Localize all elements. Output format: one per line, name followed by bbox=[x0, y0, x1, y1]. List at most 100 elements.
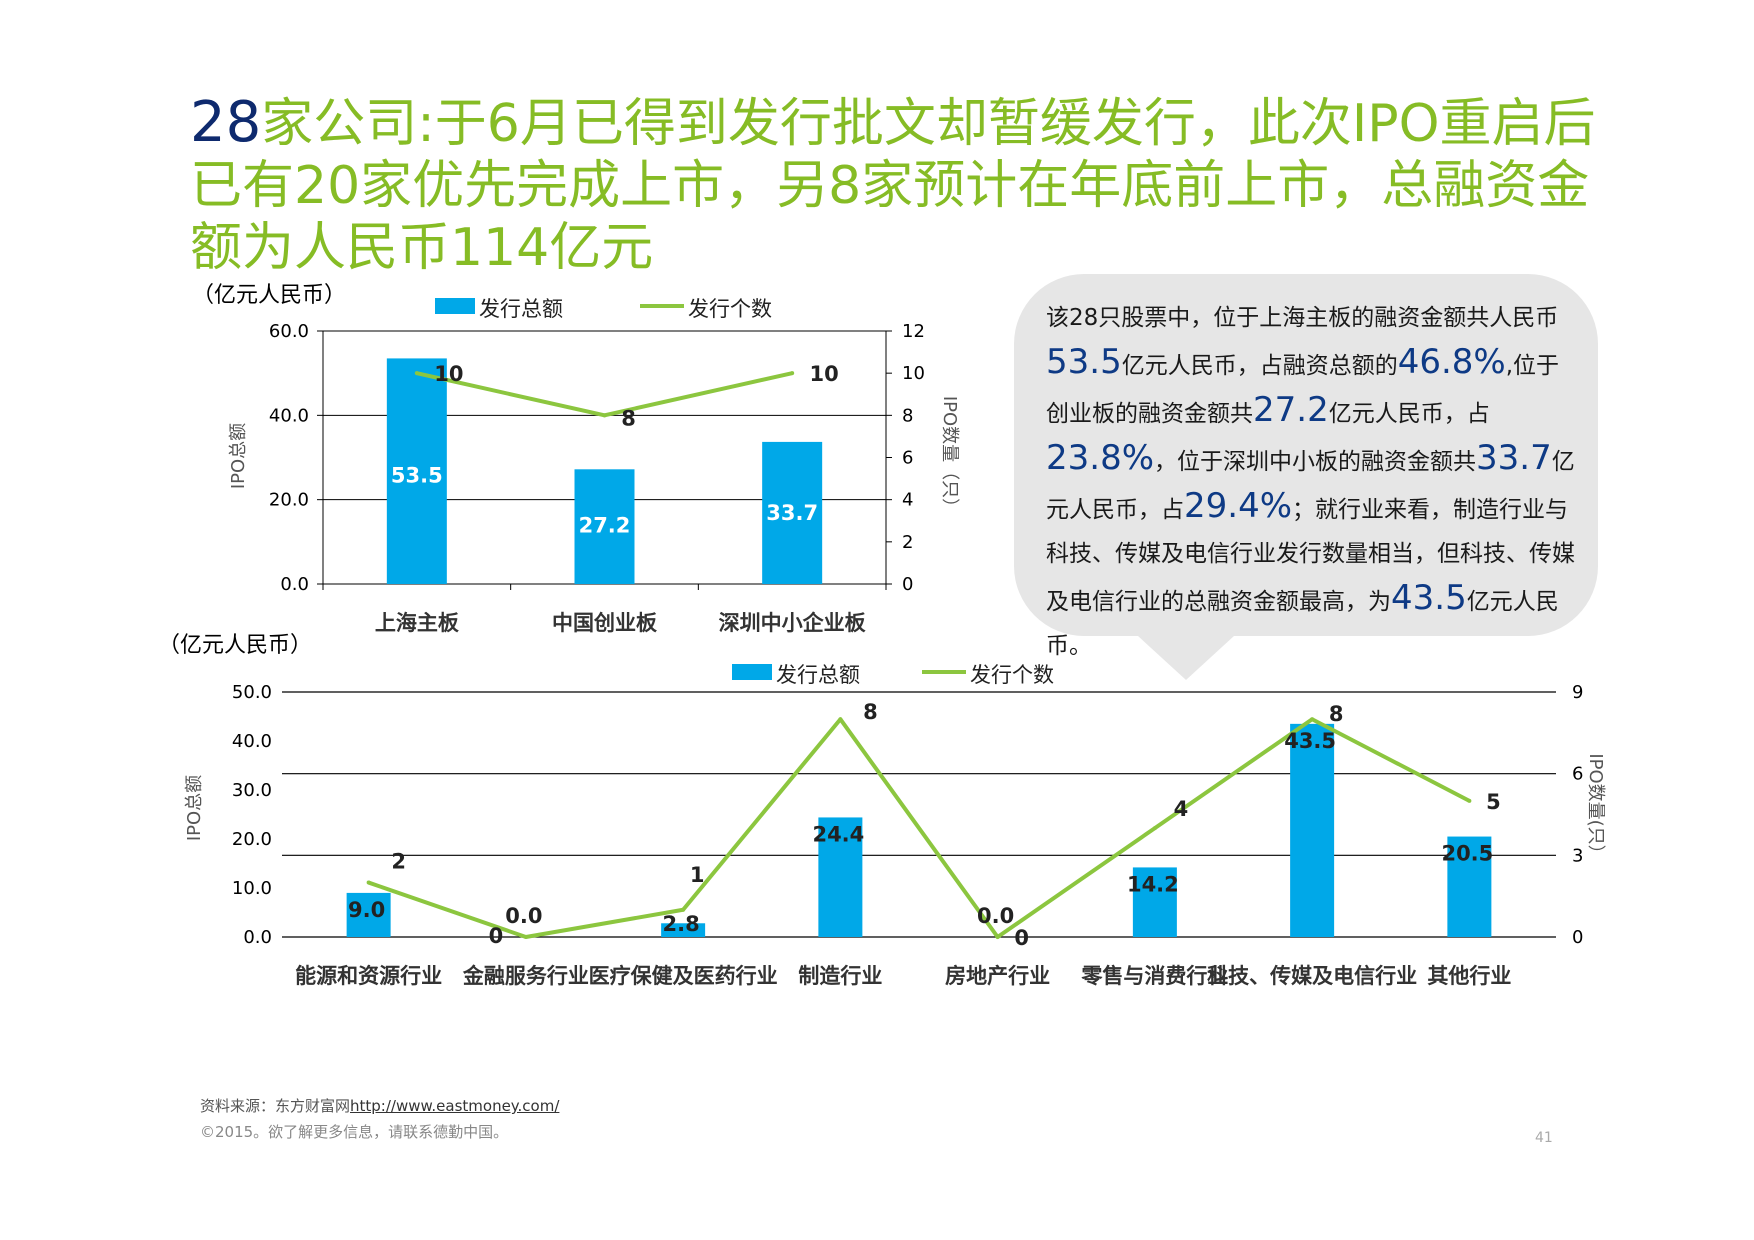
bar-value-label: 0.0 bbox=[505, 904, 542, 928]
callout-segment: 亿元人民币，占 bbox=[1046, 449, 1575, 523]
bar-7 bbox=[1447, 836, 1492, 937]
bar-value-label: 24.4 bbox=[812, 822, 864, 846]
x-category-label: 深圳中小企业板 bbox=[719, 611, 867, 635]
bar-value-label: 0.0 bbox=[977, 904, 1014, 928]
line-value-label: 2 bbox=[391, 850, 406, 874]
y2-tick-label: 2 bbox=[902, 532, 913, 553]
line-point-1 bbox=[602, 413, 607, 418]
bar-value-label: 33.7 bbox=[766, 501, 818, 525]
callout-highlight: 33.7 bbox=[1476, 438, 1552, 478]
line-point-0 bbox=[366, 880, 371, 885]
callout-highlight: 53.5 bbox=[1046, 342, 1122, 382]
x-category-label: 能源和资源行业 bbox=[295, 964, 442, 988]
callout-highlight: 23.8% bbox=[1046, 438, 1155, 478]
callout-highlight: 46.8% bbox=[1397, 342, 1506, 382]
y2-axis-title: IPO数量(只） bbox=[1585, 753, 1606, 862]
line-point-5 bbox=[1152, 826, 1157, 831]
line-point-3 bbox=[838, 717, 843, 722]
line-point-7 bbox=[1467, 798, 1472, 803]
line-point-2 bbox=[790, 371, 795, 376]
bar-value-label: 2.8 bbox=[663, 912, 700, 936]
bar-2 bbox=[661, 923, 706, 937]
line-point-0 bbox=[414, 371, 419, 376]
y-axis-title: IPO总额 bbox=[184, 775, 205, 841]
callout-segment: 亿元人民币，占 bbox=[1328, 401, 1490, 427]
y2-tick-label: 12 bbox=[902, 321, 925, 342]
bar-value-label: 43.5 bbox=[1284, 729, 1336, 753]
bar-5 bbox=[1132, 867, 1177, 937]
x-category-label: 其他行业 bbox=[1427, 964, 1511, 988]
y-tick-label: 40.0 bbox=[269, 405, 309, 426]
legend-bar-swatch bbox=[732, 664, 772, 680]
callout-segment: ,位于创业板的融资金额共 bbox=[1046, 353, 1560, 427]
callout-segment: ；就行业来看，制造行业与科技、传媒及电信行业发行数量相当，但科技、传媒及电信行业… bbox=[1046, 497, 1575, 615]
source-label: 资料来源：东方财富网 bbox=[200, 1097, 351, 1115]
bar-2 bbox=[762, 441, 823, 584]
bar-0 bbox=[346, 892, 391, 937]
x-category-label: 金融服务行业 bbox=[462, 964, 589, 988]
legend-line-label: 发行个数 bbox=[688, 297, 772, 321]
line-value-label: 10 bbox=[434, 362, 463, 386]
bar-value-label: 20.5 bbox=[1441, 842, 1493, 866]
y-tick-label: 40.0 bbox=[232, 731, 272, 752]
y2-tick-label: 6 bbox=[1572, 764, 1583, 785]
unit-label: （亿元人民币） bbox=[158, 633, 312, 658]
callout-highlight: 27.2 bbox=[1253, 390, 1329, 430]
y-tick-label: 0.0 bbox=[243, 927, 272, 948]
legend-bar-swatch bbox=[435, 298, 475, 314]
bar-0 bbox=[386, 358, 447, 584]
x-category-label: 上海主板 bbox=[375, 611, 460, 635]
title-number: 28 bbox=[190, 90, 262, 155]
y2-tick-label: 0 bbox=[902, 574, 913, 595]
x-category-label: 中国创业板 bbox=[552, 611, 658, 635]
title-text: 家公司:于6月已得到发行批文却暂缓发行，此次IPO重启后已有20家优先完成上市，… bbox=[190, 94, 1596, 278]
y-tick-label: 30.0 bbox=[232, 780, 272, 801]
y2-tick-label: 9 bbox=[1572, 682, 1583, 703]
callout-text: 该28只股票中，位于上海主板的融资金额共人民币53.5亿元人民币，占融资总额的4… bbox=[1046, 296, 1576, 668]
y2-tick-label: 4 bbox=[902, 490, 913, 511]
line-value-label: 0 bbox=[489, 924, 504, 948]
callout-highlight: 29.4% bbox=[1184, 486, 1293, 526]
series-line bbox=[367, 717, 1471, 939]
callout-segment: 亿元人民币。 bbox=[1046, 589, 1559, 659]
y-axis-title: IPO总额 bbox=[228, 423, 249, 489]
bar-6 bbox=[1290, 723, 1335, 937]
x-category-label: 科技、传媒及电信行业 bbox=[1207, 964, 1417, 988]
legend-line-label: 发行个数 bbox=[970, 663, 1054, 687]
x-category-label: 医疗保健及医药行业 bbox=[589, 964, 778, 988]
bar-3 bbox=[818, 817, 863, 937]
y-tick-label: 0.0 bbox=[280, 574, 309, 595]
line-point-2 bbox=[681, 907, 686, 912]
line-value-label: 8 bbox=[621, 406, 636, 430]
x-category-label: 零售与消费行业 bbox=[1080, 964, 1228, 988]
callout-highlight: 43.5 bbox=[1391, 578, 1467, 618]
callout-segment: ，位于深圳中小板的融资金额共 bbox=[1154, 449, 1477, 475]
y2-tick-label: 6 bbox=[902, 448, 913, 469]
y-tick-label: 60.0 bbox=[269, 321, 309, 342]
y-tick-label: 20.0 bbox=[269, 490, 309, 511]
x-category-label: 制造行业 bbox=[798, 964, 882, 988]
legend-bar-label: 发行总额 bbox=[479, 297, 563, 321]
line-point-1 bbox=[523, 935, 528, 939]
y2-tick-label: 8 bbox=[902, 405, 913, 426]
line-point-6 bbox=[1310, 717, 1315, 722]
unit-label: （亿元人民币） bbox=[192, 283, 346, 308]
line-point-4 bbox=[995, 935, 1000, 939]
line-value-label: 10 bbox=[810, 362, 839, 386]
source-link[interactable]: http://www.eastmoney.com/ bbox=[350, 1097, 560, 1115]
line-value-label: 5 bbox=[1486, 790, 1501, 814]
y-tick-label: 10.0 bbox=[232, 878, 272, 899]
bar-1 bbox=[574, 469, 635, 584]
x-category-label: 房地产行业 bbox=[945, 964, 1050, 988]
bar-value-label: 53.5 bbox=[391, 463, 443, 487]
line-value-label: 1 bbox=[690, 863, 705, 887]
bar-value-label: 27.2 bbox=[579, 513, 631, 537]
y2-axis-title: IPO数量（只） bbox=[939, 396, 960, 516]
bar-value-label: 9.0 bbox=[348, 898, 385, 922]
callout-segment: 亿元人民币，占融资总额的 bbox=[1121, 353, 1398, 379]
y2-tick-label: 3 bbox=[1572, 845, 1583, 866]
bar-value-label: 14.2 bbox=[1127, 872, 1179, 896]
y-tick-label: 20.0 bbox=[232, 829, 272, 850]
